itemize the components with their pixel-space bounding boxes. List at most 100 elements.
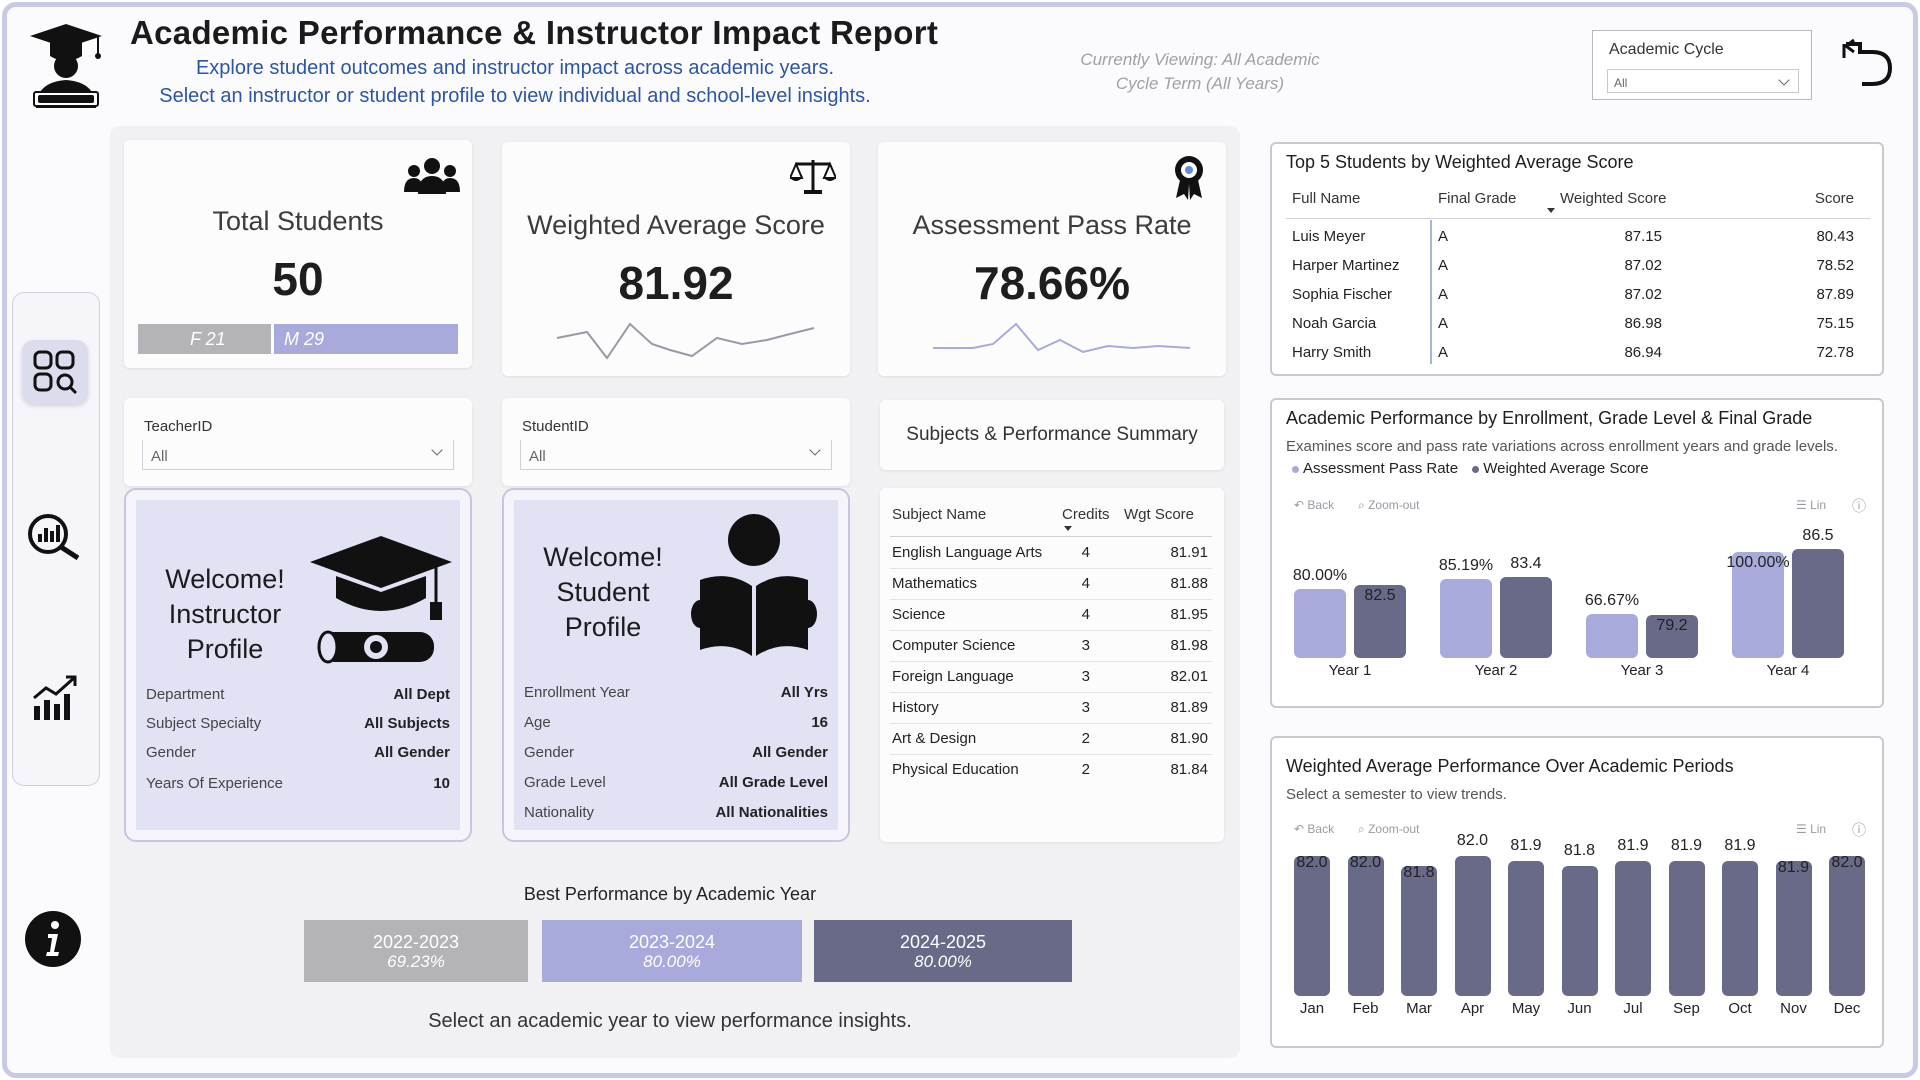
col-final-grade[interactable]: Final Grade <box>1438 190 1517 207</box>
drill-back-button[interactable]: ↶ Back <box>1294 822 1335 836</box>
zoom-out-button[interactable]: ⌕ Zoom-out <box>1358 822 1420 836</box>
scale-toggle-button[interactable]: ☰ Lin <box>1796 498 1827 512</box>
period-bar[interactable] <box>1722 861 1758 996</box>
subject-name-cell[interactable]: Art & Design <box>892 730 977 747</box>
score-cell[interactable]: 72.78 <box>1816 344 1854 361</box>
year-button[interactable]: 2023-2024 80.00% <box>542 920 802 982</box>
col-full-name[interactable]: Full Name <box>1292 190 1361 207</box>
teacher-id-dropdown[interactable]: All <box>142 440 454 470</box>
year-button[interactable]: 2024-2025 80.00% <box>814 920 1072 982</box>
pass-rate-card[interactable]: Assessment Pass Rate 78.66% <box>878 142 1226 376</box>
score-cell[interactable]: 75.15 <box>1816 315 1854 332</box>
enrollment-bar-label: 86.5 <box>1802 526 1834 544</box>
weighted-average-card[interactable]: Weighted Average Score 81.92 <box>502 142 850 376</box>
credits-cell[interactable]: 4 <box>1081 544 1090 561</box>
enrollment-bar[interactable] <box>1646 615 1698 658</box>
student-profile-card[interactable]: Welcome! Student Profile Enrollment Year… <box>502 488 850 842</box>
subject-name-cell[interactable]: Foreign Language <box>892 668 1014 685</box>
subject-name-cell[interactable]: English Language Arts <box>892 544 1043 561</box>
weighted-score-cell[interactable]: 86.98 <box>1624 315 1662 332</box>
student-id-dropdown[interactable]: All <box>520 440 832 470</box>
legend-pass-label[interactable]: Assessment Pass Rate <box>1303 460 1459 477</box>
scale-toggle-button[interactable]: ☰ Lin <box>1796 822 1827 836</box>
col-score[interactable]: Score <box>1814 190 1854 207</box>
credits-cell[interactable]: 4 <box>1081 575 1090 592</box>
subject-name-cell[interactable]: Physical Education <box>892 761 1019 778</box>
male-segment[interactable]: M 29 <box>274 324 458 354</box>
wgt-score-cell[interactable]: 81.90 <box>1170 730 1208 747</box>
credits-cell[interactable]: 3 <box>1081 668 1090 685</box>
drill-back-button[interactable]: ↶ Back <box>1294 498 1335 512</box>
weighted-score-cell[interactable]: 87.15 <box>1624 228 1662 245</box>
final-grade-cell[interactable]: A <box>1438 315 1449 332</box>
col-subject-name[interactable]: Subject Name <box>892 506 987 523</box>
enrollment-bar[interactable] <box>1792 548 1844 658</box>
wgt-score-cell[interactable]: 81.88 <box>1170 575 1208 592</box>
weighted-score-cell[interactable]: 87.02 <box>1624 286 1662 303</box>
subject-name-cell[interactable]: Mathematics <box>892 575 978 592</box>
legend-wavg-label[interactable]: Weighted Average Score <box>1483 460 1649 477</box>
enrollment-bar[interactable] <box>1586 613 1638 658</box>
wgt-score-cell[interactable]: 81.95 <box>1170 606 1208 623</box>
full-name-cell[interactable]: Harry Smith <box>1292 344 1372 361</box>
credits-cell[interactable]: 2 <box>1081 761 1090 778</box>
zoom-out-button[interactable]: ⌕ Zoom-out <box>1358 498 1420 512</box>
wgt-score-cell[interactable]: 82.01 <box>1170 668 1208 685</box>
col-wgt-score[interactable]: Wgt Score <box>1124 506 1195 523</box>
weighted-score-cell[interactable]: 87.02 <box>1624 257 1662 274</box>
weighted-score-cell[interactable]: 86.94 <box>1624 344 1662 361</box>
final-grade-cell[interactable]: A <box>1438 286 1449 303</box>
score-cell[interactable]: 80.43 <box>1816 228 1854 245</box>
period-bar[interactable] <box>1775 861 1812 996</box>
col-credits[interactable]: Credits <box>1062 506 1110 523</box>
full-name-cell[interactable]: Harper Martinez <box>1292 257 1400 274</box>
wgt-score-cell[interactable]: 81.84 <box>1170 761 1208 778</box>
enrollment-bar[interactable] <box>1294 589 1346 658</box>
enrollment-bar[interactable] <box>1500 576 1552 658</box>
subject-name-cell[interactable]: History <box>892 699 939 716</box>
credits-cell[interactable]: 3 <box>1081 637 1090 654</box>
period-bar[interactable] <box>1561 866 1598 996</box>
full-name-cell[interactable]: Sophia Fischer <box>1292 286 1393 303</box>
reset-back-icon[interactable] <box>1838 38 1896 90</box>
period-bar[interactable] <box>1668 861 1705 996</box>
year-button[interactable]: 2022-2023 69.23% <box>304 920 528 982</box>
nav-trend-icon[interactable] <box>30 672 80 722</box>
total-students-card[interactable]: Total Students 50 F 21 M 29 <box>124 140 472 368</box>
final-grade-cell[interactable]: A <box>1438 257 1449 274</box>
period-bar[interactable] <box>1615 861 1651 996</box>
subject-name-cell[interactable]: Science <box>892 606 946 623</box>
period-bar[interactable] <box>1829 856 1865 996</box>
period-bar[interactable] <box>1294 856 1330 996</box>
academic-cycle-dropdown[interactable]: All <box>1607 69 1799 93</box>
full-name-cell[interactable]: Luis Meyer <box>1292 228 1366 245</box>
credits-cell[interactable]: 4 <box>1081 606 1090 623</box>
final-grade-cell[interactable]: A <box>1438 228 1449 245</box>
help-icon[interactable]: ⓘ <box>1852 822 1866 838</box>
period-bar[interactable] <box>1347 856 1384 996</box>
wgt-score-cell[interactable]: 81.89 <box>1170 699 1208 716</box>
info-icon[interactable] <box>24 910 82 968</box>
final-grade-cell[interactable]: A <box>1438 344 1449 361</box>
credits-cell[interactable]: 3 <box>1081 699 1090 716</box>
credits-cell[interactable]: 2 <box>1081 730 1090 747</box>
score-cell[interactable]: 87.89 <box>1816 286 1854 303</box>
enrollment-bar[interactable] <box>1732 552 1784 658</box>
female-segment[interactable]: F 21 <box>138 324 271 354</box>
subject-name-cell[interactable]: Computer Science <box>892 637 1016 654</box>
instructor-profile-card[interactable]: Welcome! Instructor Profile Department Al… <box>124 488 472 842</box>
wgt-score-cell[interactable]: 81.91 <box>1170 544 1208 561</box>
nav-overview-button[interactable] <box>22 340 88 404</box>
full-name-cell[interactable]: Noah Garcia <box>1292 315 1377 332</box>
score-cell[interactable]: 78.52 <box>1816 257 1854 274</box>
help-icon[interactable]: ⓘ <box>1852 498 1866 514</box>
enrollment-bar[interactable] <box>1440 579 1492 658</box>
period-bar[interactable] <box>1401 866 1437 996</box>
col-weighted-score[interactable]: Weighted Score <box>1560 190 1667 207</box>
nav-analysis-icon[interactable] <box>24 510 86 560</box>
wgt-score-cell[interactable]: 81.98 <box>1170 637 1208 654</box>
enrollment-bar[interactable] <box>1354 585 1406 658</box>
period-bar[interactable] <box>1508 861 1544 996</box>
subjects-summary-button[interactable]: Subjects & Performance Summary <box>880 400 1224 470</box>
period-bar[interactable] <box>1454 856 1491 996</box>
